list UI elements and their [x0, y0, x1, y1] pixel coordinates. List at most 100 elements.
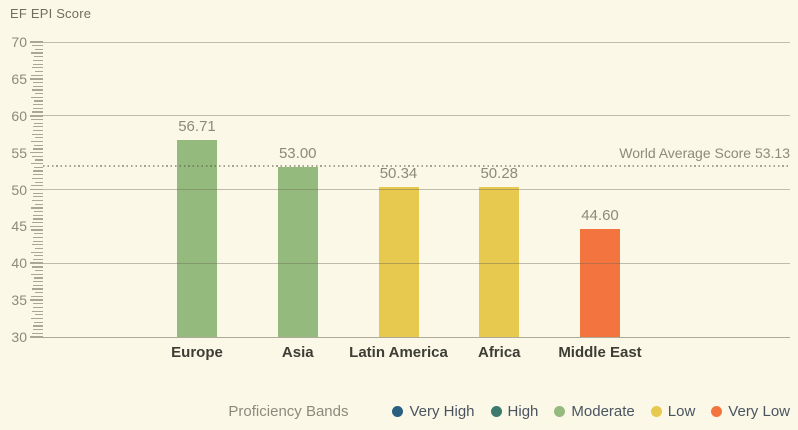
y-axis-tick [30, 188, 43, 191]
legend-item-label: High [507, 402, 539, 420]
y-axis-tick [34, 247, 43, 250]
y-axis-tick [30, 225, 43, 228]
y-axis-tick [34, 270, 43, 272]
y-axis-tick [33, 63, 43, 65]
y-axis-tick [33, 129, 43, 132]
y-axis-tick [32, 281, 43, 283]
y-axis-tick [34, 137, 43, 139]
y-axis-tick [31, 140, 43, 143]
y-axis-tick [32, 325, 43, 327]
y-axis-tick [30, 262, 43, 265]
world-average-label: World Average Score 53.13 [619, 145, 790, 162]
y-axis-tick [33, 56, 43, 58]
legend-dot-icon [554, 405, 566, 417]
x-axis-label-asia: Asia [281, 344, 314, 361]
y-axis-label-65: 65 [11, 70, 27, 87]
y-axis-tick [33, 100, 43, 102]
y-axis-tick [33, 174, 43, 176]
y-axis-tick [33, 306, 43, 309]
y-axis-tick [31, 229, 43, 231]
gridline-70 [43, 41, 790, 43]
legend-title: Proficiency Bands [228, 402, 349, 420]
y-axis-tick [31, 67, 43, 69]
legend-item-label: Very High [409, 402, 475, 420]
y-axis-tick [30, 336, 43, 338]
y-axis-tick [30, 114, 43, 117]
y-axis-tick [33, 122, 43, 124]
bar-middle-east [580, 229, 620, 337]
bar-value-middle-east: 44.60 [581, 207, 619, 225]
legend-item-very-low: Very Low [711, 403, 790, 420]
y-axis-tick [33, 240, 43, 242]
y-axis-tick [32, 192, 43, 194]
y-axis-tick [33, 85, 43, 87]
x-axis-label-europe: Europe [171, 344, 223, 361]
y-axis-tick [34, 203, 43, 205]
y-axis-tick [33, 329, 43, 331]
bar-value-europe: 56.71 [178, 118, 216, 135]
bar-europe [177, 140, 217, 337]
gridline-60 [43, 115, 790, 117]
y-axis-tick [31, 118, 43, 121]
gridline-50 [43, 189, 790, 190]
legend-dot-icon [392, 405, 404, 417]
legend-item-moderate: Moderate [554, 402, 635, 420]
y-axis-label-60: 60 [11, 107, 27, 124]
y-axis-label-45: 45 [11, 218, 27, 235]
world-average-line [43, 165, 790, 168]
y-axis-tick [31, 133, 43, 135]
legend-dot-icon [711, 405, 723, 417]
y-axis-tick [34, 93, 43, 95]
y-axis-tick [33, 277, 43, 279]
y-axis-tick [33, 321, 43, 323]
bar-value-latin-america: 50.34 [379, 164, 418, 182]
y-axis-tick [31, 111, 43, 113]
x-axis-label-latin-america: Latin America [349, 344, 448, 361]
legend-item-label: Low [667, 402, 696, 420]
legend-item-very-high: Very High [392, 402, 475, 420]
y-axis-tick [31, 310, 43, 312]
bar-value-asia: 53.00 [278, 145, 317, 163]
legend: Proficiency Bands Very High High Moderate L… [228, 402, 790, 420]
y-axis-tick [34, 292, 43, 294]
legend-dot-icon [650, 405, 662, 417]
bar-asia [277, 167, 318, 337]
y-axis-tick [31, 207, 43, 209]
y-axis-tick [31, 295, 43, 298]
y-axis-tick [31, 177, 43, 180]
y-axis-tick [32, 104, 43, 106]
y-axis-tick [34, 48, 43, 50]
y-axis-tick [33, 284, 43, 286]
y-axis-tick [31, 155, 43, 157]
gridline-30 [43, 336, 790, 338]
y-axis-tick [32, 258, 43, 261]
y-axis-tick [33, 166, 43, 168]
y-axis-label-50: 50 [11, 181, 27, 198]
y-axis-tick [34, 314, 43, 316]
y-axis-tick [31, 222, 43, 224]
y-axis-tick [31, 288, 43, 290]
y-axis-tick [31, 96, 43, 98]
y-axis-tick [31, 317, 43, 320]
y-axis-label-70: 70 [11, 34, 27, 50]
y-axis-tick [32, 81, 43, 84]
legend-dot-icon [490, 405, 502, 417]
y-axis-tick [31, 45, 43, 47]
y-axis-tick [30, 41, 43, 43]
legend-item-low: Low [650, 402, 696, 420]
legend-item-label: Moderate [571, 402, 635, 420]
y-axis-tick [32, 303, 43, 305]
y-axis-tick [31, 273, 43, 275]
y-axis-title: EF EPI Score [10, 6, 92, 21]
y-axis-tick [31, 244, 43, 246]
y-axis-tick [33, 255, 43, 257]
bar-africa [479, 187, 520, 337]
y-axis-tick [34, 181, 43, 183]
y-axis-tick [33, 211, 43, 213]
x-axis-label-middle-east: Middle East [558, 344, 642, 361]
y-axis-tick [31, 266, 43, 268]
bar-value-africa: 50.28 [480, 165, 519, 183]
y-axis-tick [32, 214, 43, 216]
y-axis-tick [33, 196, 43, 198]
